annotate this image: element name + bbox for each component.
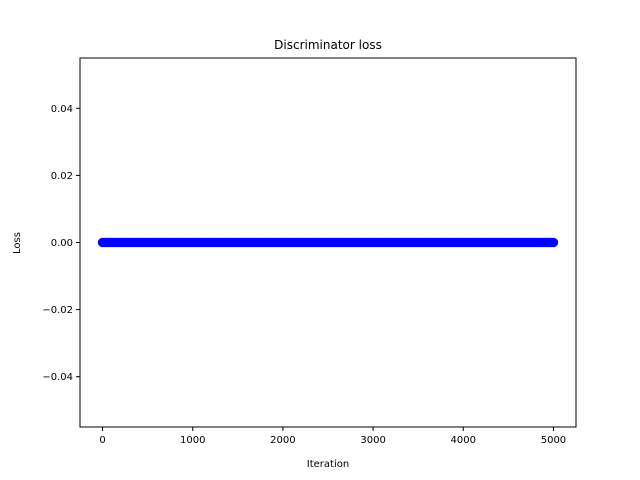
x-tick-label: 4000 (451, 435, 476, 446)
y-axis-label: Loss (12, 232, 23, 254)
plot-frame (79, 57, 577, 428)
y-tick-label: 0.00 (51, 238, 73, 249)
data-point (548, 237, 559, 248)
x-tick-label: 2000 (270, 435, 295, 446)
x-tick-label: 5000 (541, 435, 566, 446)
y-axis: −0.04 −0.02 0.00 0.02 0.04 (42, 104, 80, 383)
x-tick-label: 0 (99, 435, 105, 446)
y-tick-label: 0.02 (51, 171, 73, 182)
x-axis-label: Iteration (307, 459, 349, 470)
chart-title: Discriminator loss (274, 38, 382, 52)
x-tick-label: 1000 (180, 435, 205, 446)
x-tick-label: 3000 (360, 435, 385, 446)
y-tick-label: −0.04 (42, 372, 73, 383)
y-tick-label: 0.04 (51, 104, 73, 115)
plot-area (97, 237, 559, 248)
x-axis: 0 1000 2000 3000 4000 5000 (99, 427, 566, 446)
y-tick-label: −0.02 (42, 305, 73, 316)
